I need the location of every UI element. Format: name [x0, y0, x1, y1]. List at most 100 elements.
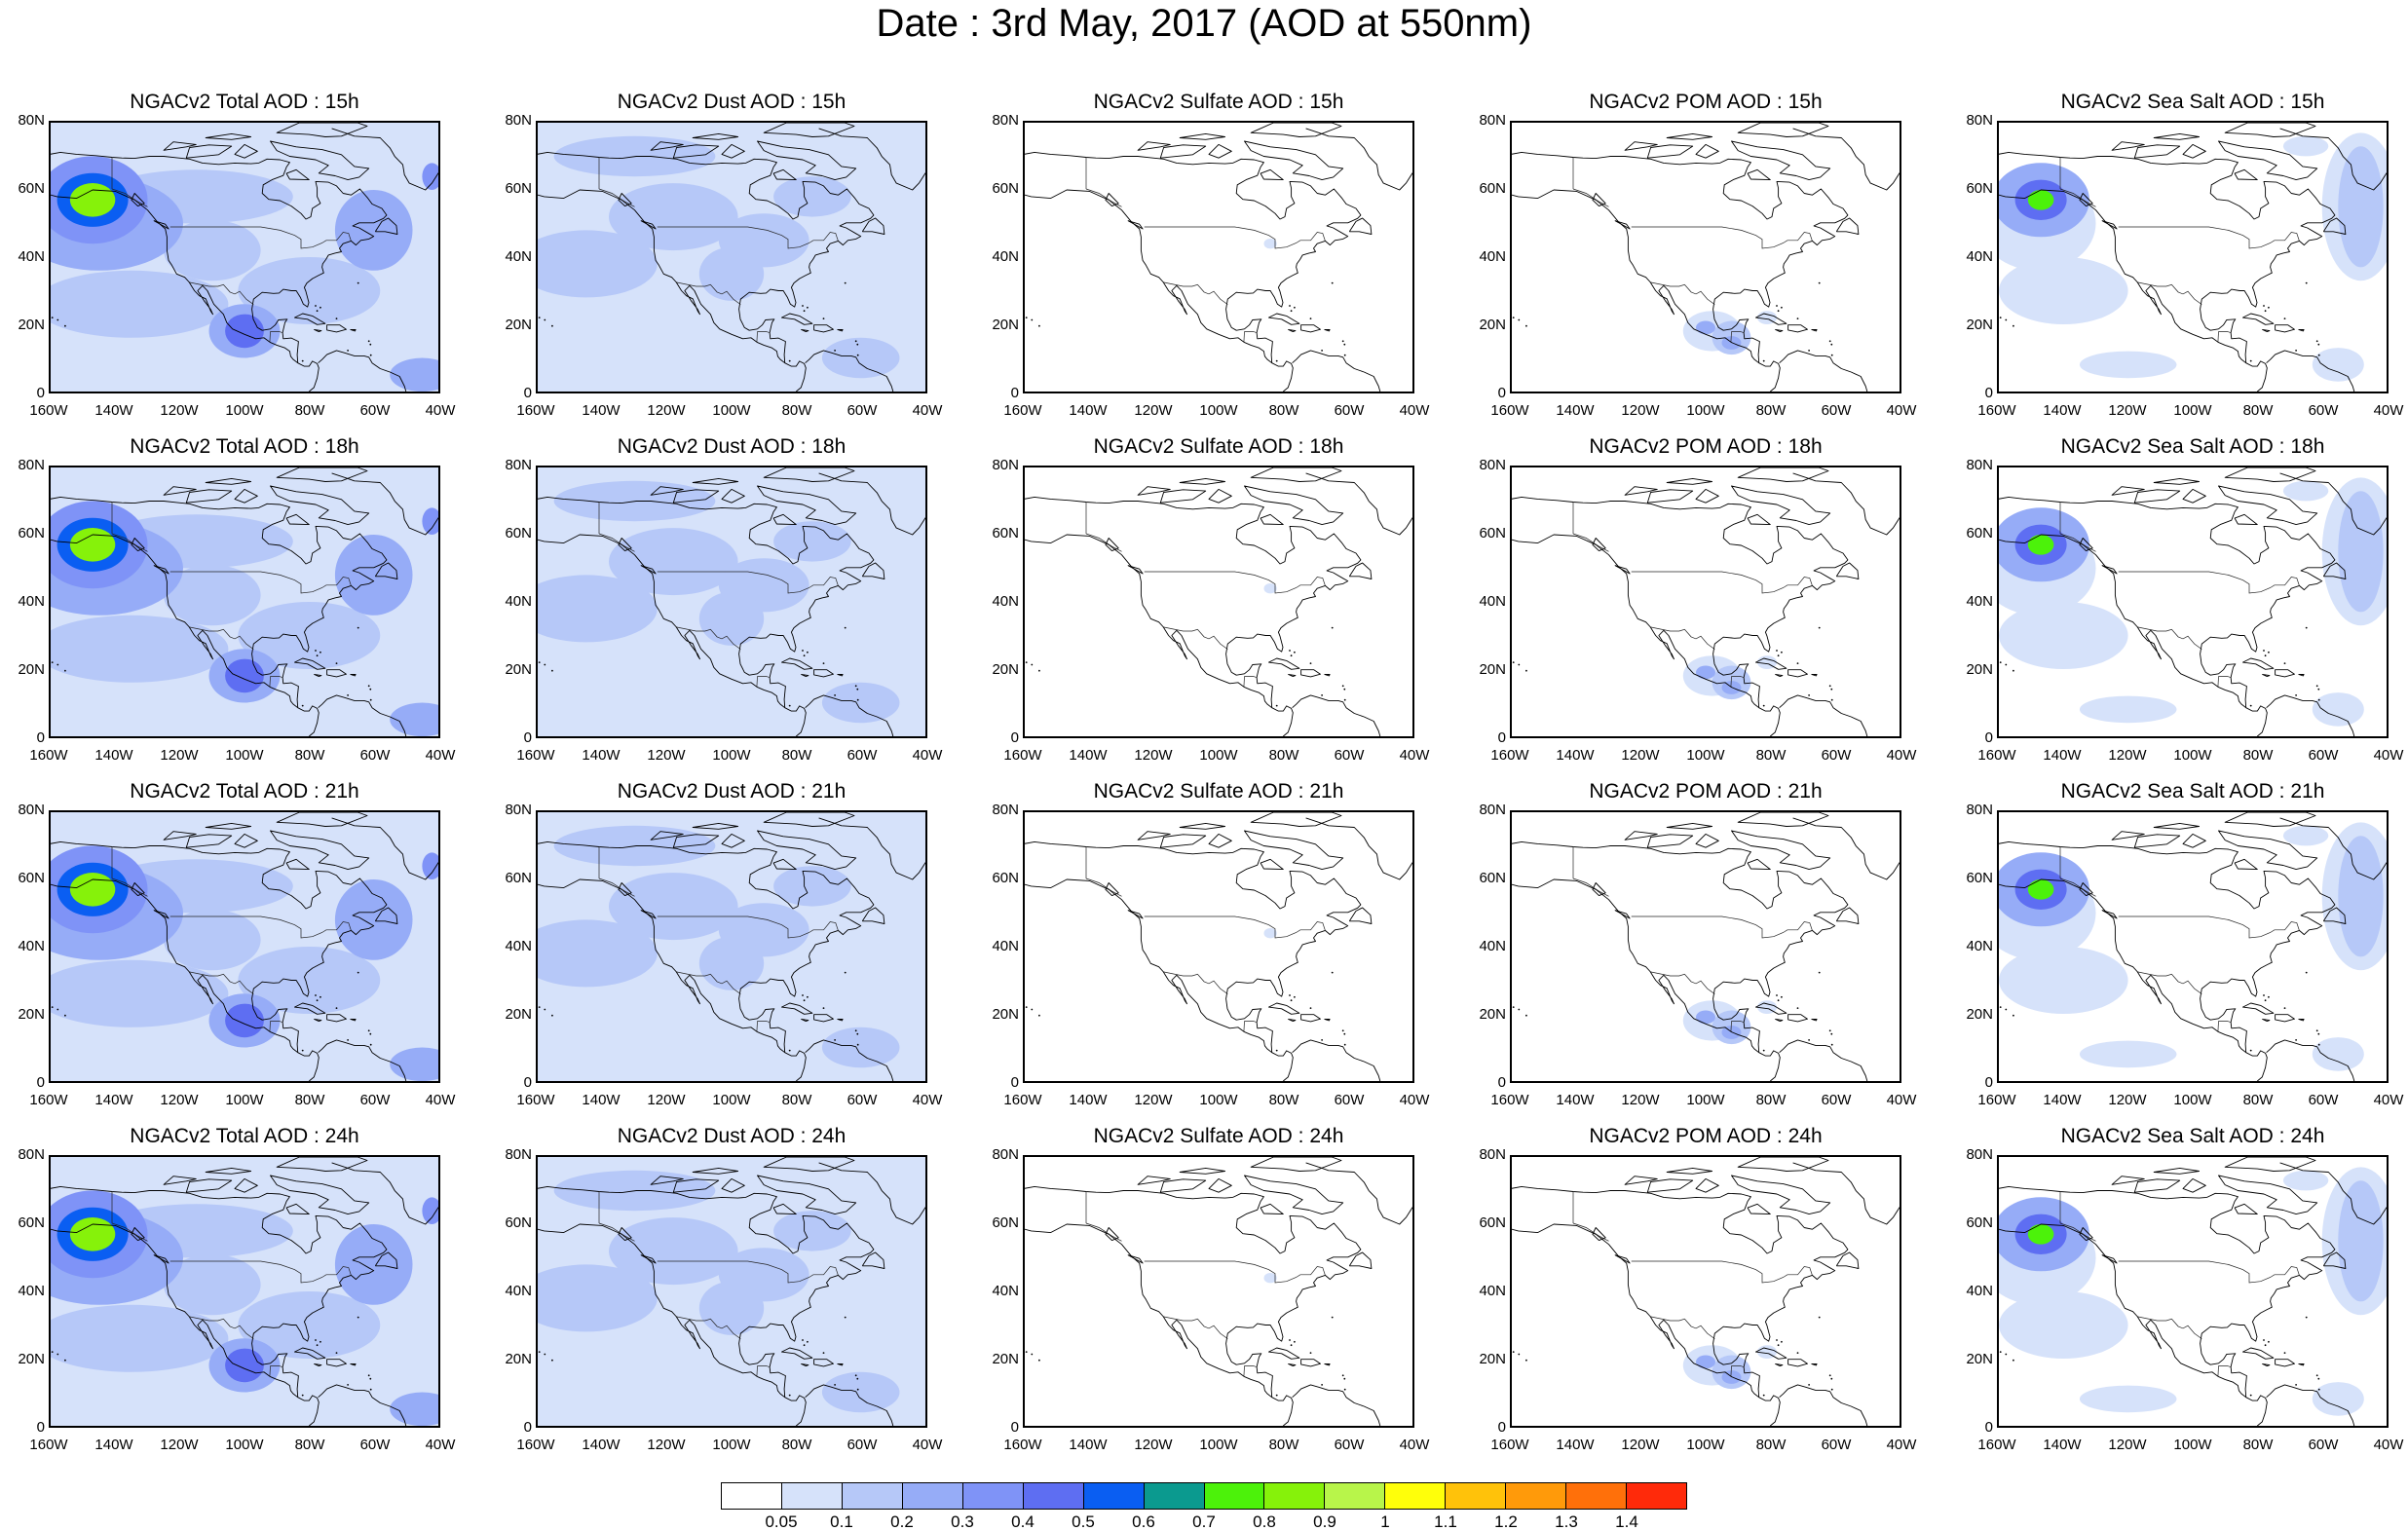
latitude-tick-label: 20N [992, 1351, 1019, 1367]
aod-map [1999, 1157, 2387, 1426]
longitude-tick-label: 40W [425, 1437, 456, 1453]
longitude-tick-label: 60W [1821, 1092, 1852, 1108]
political-borders [1572, 502, 1813, 688]
map-panel: NGACv2 Sulfate AOD : 21h 80N 60N 40N 20N 0 160… [974, 779, 1451, 1124]
aod-contour-region [334, 879, 413, 960]
latitude-tick-label: 60N [1966, 870, 1993, 886]
panel-title: NGACv2 Dust AOD : 24h [617, 1125, 847, 1147]
longitude-tick-label: 140W [582, 1092, 621, 1108]
longitude-tick-label: 120W [647, 1092, 686, 1108]
map-panel: NGACv2 POM AOD : 24h 80N 60N 40N 20N 0 160W 140… [1461, 1124, 1938, 1469]
colorbar-swatch [962, 1483, 1024, 1509]
longitude-tick-label: 120W [1134, 1092, 1173, 1108]
latitude-tick-label: 20N [1479, 1351, 1506, 1367]
panel-title: NGACv2 Sulfate AOD : 18h [1093, 435, 1344, 458]
aod-contour-region [1999, 257, 2128, 324]
latitude-tick-label: 60N [1479, 870, 1506, 886]
latitude-tick-label: 0 [36, 385, 45, 401]
longitude-tick-label: 160W [1977, 402, 2016, 419]
aod-map [1025, 467, 1412, 736]
longitude-tick-label: 60W [359, 1437, 391, 1453]
latitude-tick-label: 40N [18, 248, 45, 265]
longitude-tick-label: 120W [647, 402, 686, 419]
map-panel: NGACv2 Sulfate AOD : 15h 80N 60N 40N 20N 0 160… [974, 90, 1451, 434]
map-frame [1510, 810, 1901, 1083]
aod-map [51, 1157, 438, 1426]
longitude-tick-label: 140W [1556, 1437, 1595, 1453]
colorbar-swatch [902, 1483, 963, 1509]
longitude-tick-label: 160W [516, 1437, 555, 1453]
latitude-tick-label: 80N [505, 112, 532, 129]
longitude-tick-label: 160W [1003, 1437, 1042, 1453]
latitude-tick-label: 0 [1010, 385, 1019, 401]
longitude-tick-label: 80W [781, 402, 812, 419]
small-islands [51, 1316, 372, 1397]
map-frame [1023, 466, 1414, 738]
coastlines [1999, 123, 2387, 392]
longitude-tick-label: 100W [712, 402, 751, 419]
map-panel: NGACv2 Sea Salt AOD : 18h 80N 60N 40N 20N 0 16… [1948, 434, 2408, 779]
panel-title: NGACv2 Sea Salt AOD : 24h [2060, 1125, 2325, 1147]
latitude-tick-label: 60N [505, 870, 532, 886]
aod-contour-region [2027, 190, 2054, 210]
small-islands [538, 971, 859, 1052]
coastlines [538, 467, 925, 736]
longitude-tick-label: 140W [2043, 747, 2082, 764]
colorbar-label: 1 [1380, 1512, 1390, 1531]
latitude-tick-label: 40N [505, 1283, 532, 1299]
longitude-tick-label: 140W [582, 747, 621, 764]
aod-contour-region [238, 1291, 381, 1359]
longitude-tick-label: 100W [1686, 1437, 1725, 1453]
longitude-tick-label: 120W [1134, 402, 1173, 419]
map-panel: NGACv2 Sea Salt AOD : 21h 80N 60N 40N 20N 0 16… [1948, 779, 2408, 1124]
aod-contour-region [390, 1047, 438, 1081]
aod-contour-region [2079, 695, 2177, 724]
longitude-tick-label: 160W [1977, 1437, 2016, 1453]
map-panel: NGACv2 POM AOD : 18h 80N 60N 40N 20N 0 160W 140… [1461, 434, 1938, 779]
latitude-tick-label: 60N [992, 525, 1019, 541]
longitude-tick-label: 80W [1755, 747, 1787, 764]
colorbar-swatch [1385, 1483, 1447, 1509]
panel-title: NGACv2 Total AOD : 21h [130, 780, 359, 803]
latitude-tick-label: 80N [1479, 802, 1506, 818]
aod-contour-region [1263, 583, 1277, 594]
aod-contour-region [2312, 1382, 2364, 1416]
political-borders [598, 502, 839, 688]
aod-contour-region [538, 575, 658, 643]
political-borders [598, 157, 839, 343]
small-islands [1025, 1316, 1346, 1397]
political-borders [1085, 157, 1326, 343]
longitude-tick-label: 40W [425, 402, 456, 419]
aod-contour-region [2282, 825, 2329, 846]
latitude-tick-label: 0 [1497, 1074, 1506, 1091]
latitude-tick-label: 60N [1479, 180, 1506, 197]
aod-contour-region [2027, 879, 2054, 900]
aod-contour-region [422, 507, 438, 535]
latitude-tick-label: 60N [18, 180, 45, 197]
political-borders [598, 1191, 839, 1377]
panel-title: NGACv2 Dust AOD : 18h [617, 435, 847, 458]
longitude-tick-label: 40W [2373, 402, 2404, 419]
political-borders [1085, 1191, 1326, 1377]
colorbar-label: 0.9 [1313, 1512, 1336, 1531]
longitude-tick-label: 100W [1686, 402, 1725, 419]
political-borders [2059, 1191, 2300, 1377]
latitude-tick-label: 40N [1479, 1283, 1506, 1299]
latitude-tick-label: 80N [1966, 112, 1993, 129]
aod-contour-region [225, 1003, 264, 1038]
aod-contour-region [69, 1217, 116, 1251]
aod-contour-region [69, 873, 116, 907]
latitude-tick-label: 40N [1966, 248, 1993, 265]
latitude-tick-label: 0 [1010, 1074, 1019, 1091]
longitude-tick-label: 140W [2043, 402, 2082, 419]
colorbar-label: 0.05 [765, 1512, 798, 1531]
longitude-tick-label: 40W [1399, 1092, 1430, 1108]
political-borders [111, 1191, 352, 1377]
map-panel: NGACv2 Sulfate AOD : 24h 80N 60N 40N 20N 0 160… [974, 1124, 1451, 1469]
political-borders [1572, 157, 1813, 343]
colorbar-swatch [1446, 1483, 1507, 1509]
aod-map [1512, 123, 1900, 392]
longitude-tick-label: 160W [1003, 402, 1042, 419]
aod-contour-region [821, 1027, 900, 1068]
longitude-tick-label: 100W [712, 1092, 751, 1108]
